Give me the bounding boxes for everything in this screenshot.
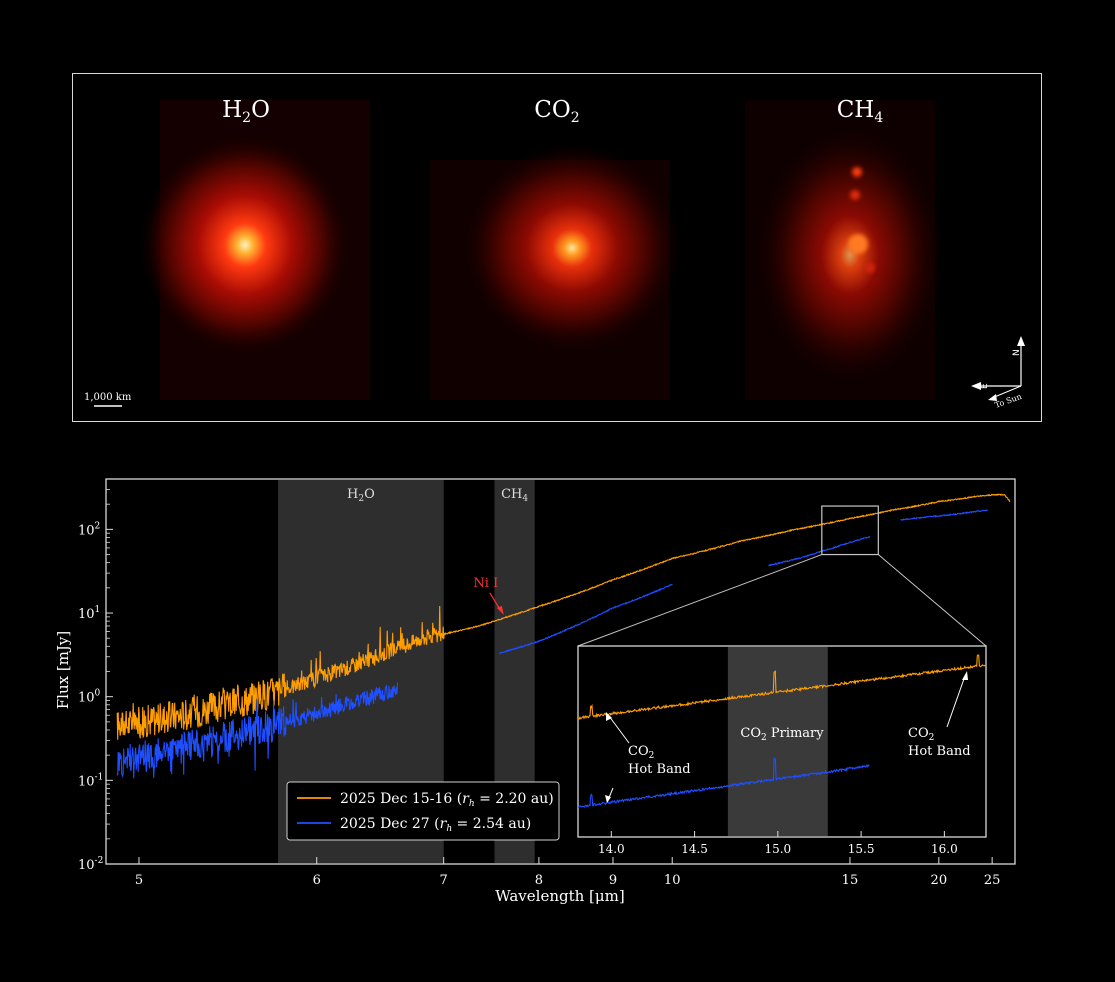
- zoom-connector: [577, 554, 822, 647]
- y-tick-label: 101: [78, 605, 100, 622]
- ch4-knot: [850, 190, 860, 200]
- inset-x-tick-label: 14.5: [681, 842, 708, 856]
- map-label-h2o: H2O: [222, 97, 270, 126]
- inset-x-tick-label: 16.0: [931, 842, 958, 856]
- ch4-knot: [852, 167, 862, 177]
- inset-hotband-left-label: CO2: [628, 744, 654, 761]
- molecular-maps: H2O CO2 CH4 1,000 km N E To Sun: [84, 97, 1025, 410]
- spectrum-line: [116, 682, 399, 779]
- east-label: E: [980, 383, 990, 389]
- y-tick-label: 102: [78, 521, 100, 538]
- legend-entry-dec27: 2025 Dec 27 (rh = 2.54 au): [340, 816, 531, 834]
- east-arrowhead-icon: [971, 382, 981, 390]
- y-tick-label: 10-2: [78, 856, 103, 873]
- legend-entry-dec15: 2025 Dec 15-16 (rh = 2.20 au): [340, 791, 554, 809]
- ni-arrowhead-icon: [496, 605, 504, 615]
- ni-label: Ni I: [473, 576, 498, 591]
- inset-hotband-right-label: CO2: [908, 726, 934, 743]
- arrowhead-icon: [605, 795, 611, 803]
- inset-spectrum-line: [577, 757, 870, 809]
- y-tick-label: 10-1: [78, 772, 103, 789]
- inset-spectrum-line: [577, 654, 987, 720]
- spectrum-line: [768, 535, 871, 567]
- map-label-ch4: CH4: [837, 97, 884, 126]
- band-label: CH4: [501, 487, 528, 504]
- sun-arrowhead-icon: [988, 394, 997, 401]
- spectrum-series: [116, 493, 1011, 779]
- x-tick-label: 15: [842, 873, 859, 888]
- arrow-icon: [608, 715, 630, 744]
- inset-x-tick-label: 14.0: [598, 842, 625, 856]
- x-tick-label: 6: [313, 873, 321, 888]
- x-axis-label: Wavelength [μm]: [495, 887, 624, 905]
- north-arrowhead-icon: [1017, 336, 1025, 346]
- inset-band-rect: [727, 647, 828, 836]
- ch4-emission-map: [755, 125, 945, 385]
- spectrum-line: [116, 493, 1011, 740]
- x-tick-label: 20: [931, 873, 948, 888]
- ch4-knot: [848, 234, 868, 254]
- x-tick-label: 8: [535, 873, 543, 888]
- x-tick-label: 9: [609, 873, 617, 888]
- x-tick-label: 7: [440, 873, 448, 888]
- spectrum-line: [498, 583, 673, 654]
- inset-co2-band: [727, 647, 828, 836]
- north-label: N: [1012, 349, 1022, 356]
- spectrum-chart: H2O CH4 10-2 10-1 100 101 102 5 6 7 8 9 10 15 20 25 F…: [54, 478, 1016, 905]
- inset-series: [577, 654, 987, 809]
- inset-x-tick-label: 15.5: [848, 842, 875, 856]
- x-axis-ticks: 5 6 7 8 9 10 15 20 25: [135, 857, 1001, 888]
- y-axis-ticks: 10-2 10-1 100 101 102: [78, 489, 113, 873]
- zoom-box: [821, 505, 879, 556]
- sun-label: To Sun: [994, 392, 1023, 410]
- band-label: H2O: [347, 487, 375, 504]
- inset-hotband-left-label2: Hot Band: [628, 762, 691, 777]
- arrowhead-icon: [962, 671, 968, 680]
- ch4-knot: [865, 263, 875, 273]
- inset-arrows: [605, 671, 968, 803]
- inset-chart: 14.0 14.5 15.0 15.5 16.0 CO2 Primary CO2 Hot…: [577, 645, 987, 856]
- x-tick-label: 5: [135, 873, 143, 888]
- legend: 2025 Dec 15-16 (rh = 2.20 au) 2025 Dec 2…: [286, 781, 560, 841]
- x-tick-label: 25: [984, 873, 1001, 888]
- legend-box: [286, 781, 560, 841]
- zoom-connector: [877, 554, 987, 647]
- scale-bar-label: 1,000 km: [84, 392, 132, 403]
- arrowhead-icon: [606, 712, 612, 721]
- ch4-knots: [848, 167, 875, 273]
- h2o-emission-map: [140, 135, 350, 355]
- inset-x-tick-label: 15.0: [764, 842, 791, 856]
- zoom-region: [577, 505, 987, 647]
- compass-rose: N E To Sun: [971, 336, 1025, 410]
- ni-annotation: Ni I: [473, 576, 504, 615]
- inset-hotband-right-label2: Hot Band: [908, 744, 971, 759]
- sun-arrow-icon: [991, 385, 1022, 399]
- y-axis-label: Flux [mJy]: [54, 631, 72, 710]
- spectrum-line: [900, 509, 989, 521]
- inset-primary-label: CO2 Primary: [740, 726, 824, 743]
- map-label-co2: CO2: [534, 97, 579, 126]
- arrow-icon: [946, 675, 966, 728]
- x-tick-label: 10: [664, 873, 681, 888]
- co2-emission-map: [462, 143, 682, 353]
- y-tick-label: 100: [78, 689, 101, 706]
- inset-x-ticks: 14.0 14.5 15.0 15.5 16.0: [598, 831, 958, 856]
